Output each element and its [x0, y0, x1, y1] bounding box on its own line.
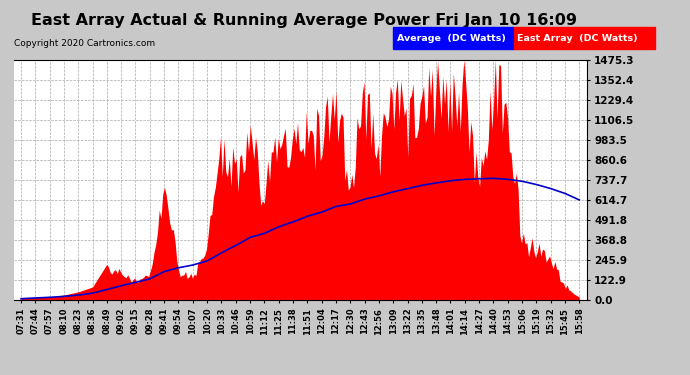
Text: East Array Actual & Running Average Power Fri Jan 10 16:09: East Array Actual & Running Average Powe… — [30, 13, 577, 28]
Text: Copyright 2020 Cartronics.com: Copyright 2020 Cartronics.com — [14, 39, 155, 48]
Text: Average  (DC Watts): Average (DC Watts) — [397, 34, 506, 43]
Text: East Array  (DC Watts): East Array (DC Watts) — [518, 34, 638, 43]
